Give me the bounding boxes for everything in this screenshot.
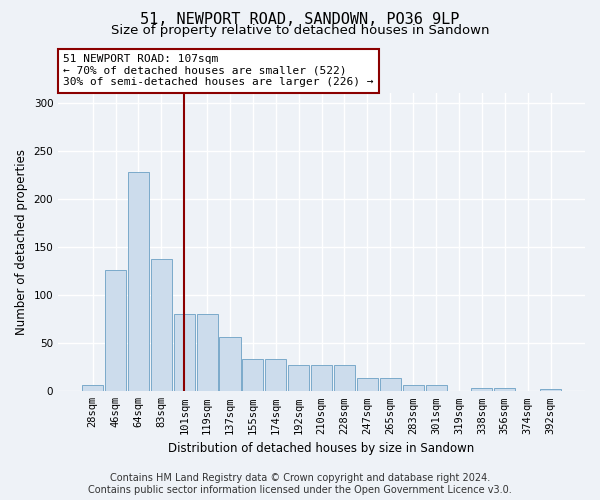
Y-axis label: Number of detached properties: Number of detached properties (15, 150, 28, 336)
Bar (220, 336, 241, 392)
Bar (334, 366, 355, 392)
Bar (288, 366, 309, 392)
Text: Size of property relative to detached houses in Sandown: Size of property relative to detached ho… (111, 24, 489, 37)
Bar (151, 258, 172, 392)
Bar (494, 388, 515, 392)
Bar (403, 384, 424, 392)
Bar (265, 358, 286, 392)
Text: 51, NEWPORT ROAD, SANDOWN, PO36 9LP: 51, NEWPORT ROAD, SANDOWN, PO36 9LP (140, 12, 460, 28)
Bar (311, 366, 332, 392)
Bar (173, 314, 195, 392)
Text: Contains HM Land Registry data © Crown copyright and database right 2024.
Contai: Contains HM Land Registry data © Crown c… (88, 474, 512, 495)
Bar (242, 358, 263, 392)
Text: 51 NEWPORT ROAD: 107sqm
← 70% of detached houses are smaller (522)
30% of semi-d: 51 NEWPORT ROAD: 107sqm ← 70% of detache… (64, 54, 374, 88)
Bar (425, 384, 446, 392)
Bar (197, 314, 218, 392)
Bar (472, 388, 493, 392)
Bar (380, 378, 401, 392)
X-axis label: Distribution of detached houses by size in Sandown: Distribution of detached houses by size … (169, 442, 475, 455)
Bar (82, 384, 103, 392)
Bar (540, 390, 561, 392)
Bar (105, 270, 126, 392)
Bar (128, 172, 149, 392)
Bar (357, 378, 378, 392)
